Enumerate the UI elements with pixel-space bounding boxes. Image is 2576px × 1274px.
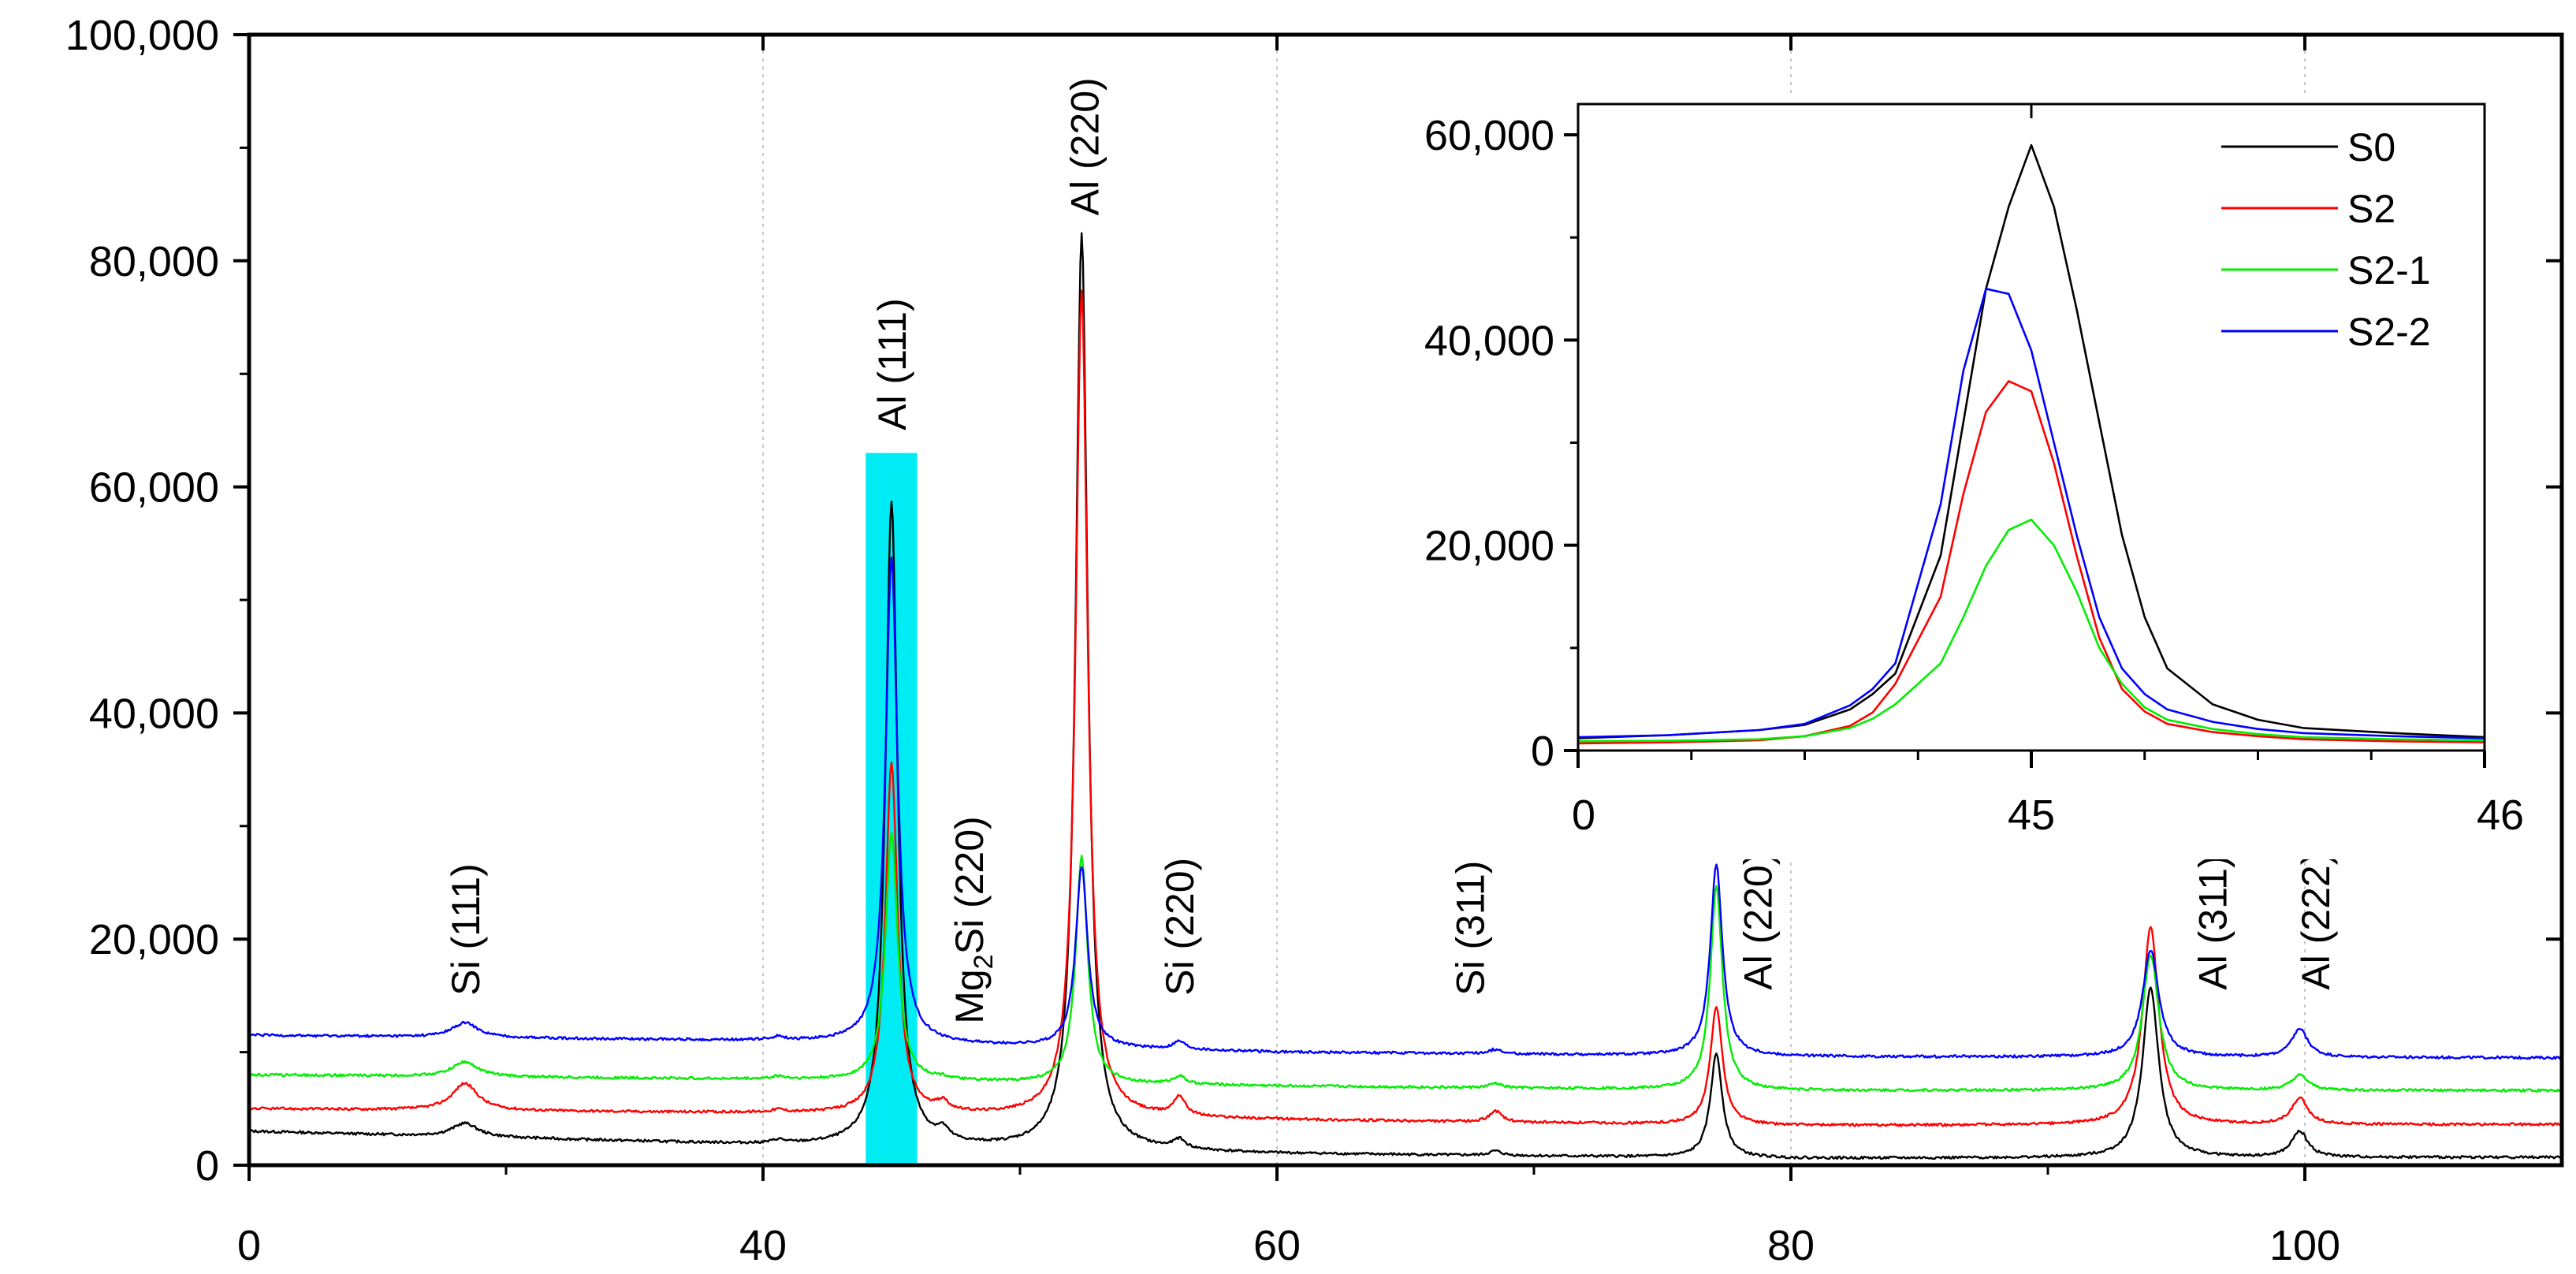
- inset-y-tick-label: 40,000: [1424, 317, 1554, 364]
- inset-legend: S0 S2 S2-1 S2-2: [2221, 125, 2431, 354]
- inset-x-tick-label: 0: [1572, 792, 1595, 839]
- peak-label-part: Si (220): [947, 816, 992, 954]
- y-tick-label: 40,000: [89, 690, 219, 737]
- inset-series-line-s2: [1577, 380, 2485, 745]
- series-line-s2-1: [248, 832, 2563, 1093]
- x-tick-label: 0: [237, 1222, 261, 1269]
- peak-label-part: Mg: [947, 969, 992, 1023]
- series-line-s0: [248, 232, 2563, 1160]
- inset-y-tick-label: 60,000: [1424, 112, 1554, 159]
- y-tick-label: 20,000: [89, 916, 219, 963]
- x-tick-label: 80: [1767, 1222, 1815, 1269]
- x-tick-label: 60: [1253, 1222, 1301, 1269]
- peak-label: Mg2Si (220): [947, 816, 999, 1023]
- inset-plot-area: 0 45 46 0 20,000 40,000 60,000 S0 S2 S2-1 S2-2: [1424, 95, 2524, 859]
- inset-x-tick-label: 45: [2008, 792, 2055, 839]
- peak-label: Al (220): [1063, 77, 1107, 215]
- series-line-s2: [248, 289, 2563, 1127]
- legend-label: S2-2: [2347, 310, 2431, 354]
- x-tick-label: 100: [2269, 1222, 2340, 1269]
- inset-series-line-s0: [1577, 143, 2485, 739]
- y-tick-label: 80,000: [89, 238, 219, 285]
- peak-label: Al (220): [1737, 852, 1781, 990]
- main-plot-area: 0 40 60 80 100 0 20,000 40,000 60,000 80,000 100,0…: [65, 12, 2564, 1269]
- y-tick-label: 60,000: [89, 464, 219, 512]
- peak-label: Si (311): [1449, 861, 1493, 996]
- peak-label: Al (111): [870, 298, 914, 430]
- peak-label: Al (311): [2191, 855, 2235, 989]
- peak-label: Si (220): [1158, 858, 1202, 996]
- inset-series-line-s2-2: [1577, 288, 2485, 739]
- legend-label: S0: [2347, 125, 2395, 169]
- y-tick-label: 100,000: [65, 12, 219, 59]
- y-tick-label: 0: [195, 1142, 219, 1190]
- inset-y-tick-label: 0: [1531, 728, 1554, 775]
- x-tick-label: 40: [739, 1222, 787, 1269]
- inset-series-line-s2-1: [1577, 518, 2485, 743]
- inset-x-tick-label: 46: [2477, 792, 2524, 839]
- legend-label: S2-1: [2347, 248, 2431, 292]
- peak-label: Al (222): [2294, 852, 2338, 990]
- series-line-s2-2: [248, 556, 2563, 1060]
- inset-y-tick-label: 20,000: [1424, 523, 1554, 570]
- legend-label: S2: [2347, 187, 2395, 231]
- peak-label: Si (111): [444, 863, 488, 996]
- peak-label-subscript: 2: [969, 954, 999, 969]
